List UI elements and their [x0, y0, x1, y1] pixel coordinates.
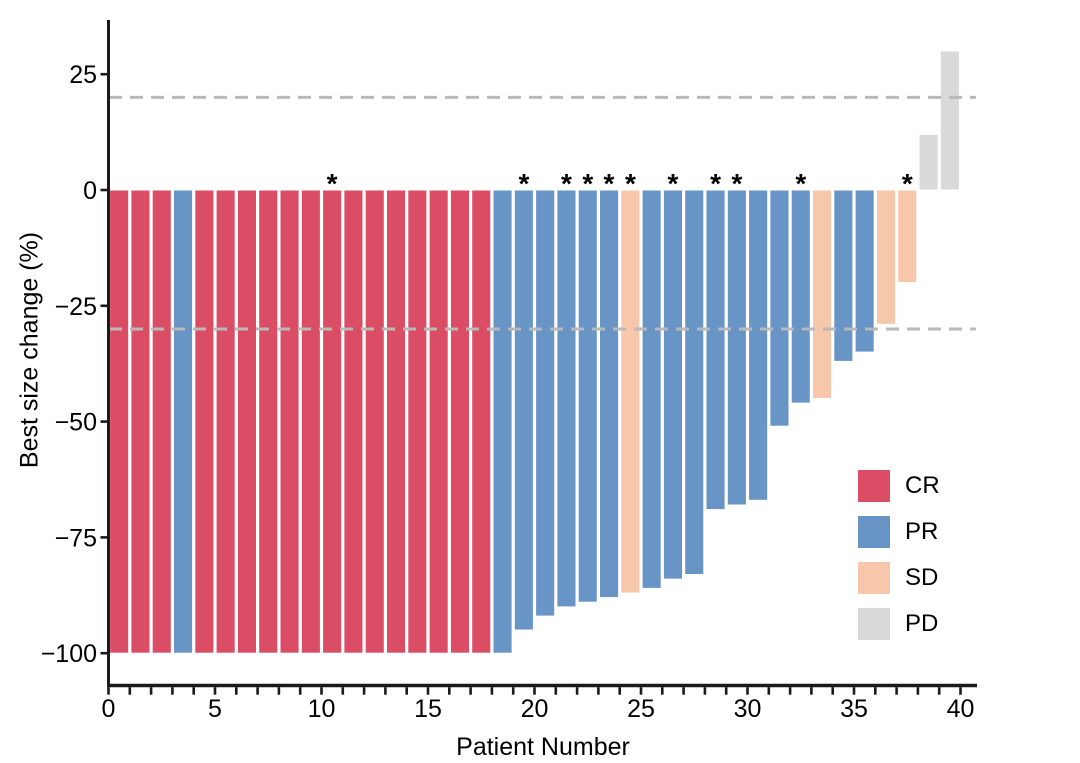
bar-patient-6 — [215, 189, 236, 654]
significance-asterisk: * — [518, 168, 529, 199]
significance-asterisk: * — [795, 168, 806, 199]
significance-asterisk: * — [902, 168, 913, 199]
legend-label-cr: CR — [905, 472, 940, 499]
bar-patient-3 — [151, 189, 172, 654]
bar-patient-27 — [662, 189, 684, 580]
legend: CR PR SD PD — [858, 470, 940, 654]
legend-row-pr: PR — [858, 516, 940, 548]
x-tick-label: 40 — [947, 695, 975, 723]
legend-swatch-pd — [858, 608, 890, 640]
significance-asterisk: * — [710, 168, 721, 199]
bar-patient-20 — [513, 189, 534, 631]
y-tick-label: 0 — [83, 177, 97, 205]
bar-patient-28 — [684, 189, 705, 575]
legend-row-sd: SD — [858, 562, 940, 594]
bar-patient-1 — [109, 189, 130, 654]
legend-row-pd: PD — [858, 608, 940, 640]
significance-asterisk: * — [604, 168, 615, 199]
bar-patient-34 — [812, 189, 833, 399]
bar-patient-15 — [407, 189, 428, 654]
legend-swatch-cr — [858, 470, 890, 502]
bar-patient-32 — [769, 189, 790, 427]
bar-patient-21 — [535, 189, 556, 617]
significance-asterisk: * — [327, 168, 338, 199]
bar-patient-4 — [173, 189, 194, 654]
y-tick-label: −25 — [55, 293, 97, 321]
significance-asterisk: * — [668, 168, 679, 199]
y-tick-label: −75 — [55, 524, 97, 552]
legend-swatch-sd — [858, 562, 890, 594]
y-tick-label: −50 — [55, 409, 97, 437]
legend-row-cr: CR — [858, 470, 940, 502]
x-tick-label: 0 — [102, 695, 116, 723]
x-axis-title: Patient Number — [456, 733, 630, 761]
significance-asterisk: * — [625, 168, 636, 199]
x-tick-label: 10 — [308, 695, 336, 723]
bar-patient-39 — [918, 133, 939, 191]
bar-patient-12 — [343, 189, 364, 654]
bar-patient-16 — [428, 189, 449, 654]
legend-label-pd: PD — [905, 610, 939, 637]
bar-patient-24 — [599, 189, 620, 599]
legend-swatch-pr — [858, 516, 890, 548]
x-tick-label: 5 — [208, 695, 222, 723]
bar-patient-22 — [556, 189, 577, 608]
significance-asterisk: * — [731, 168, 742, 199]
bar-patient-23 — [577, 189, 598, 603]
legend-label-sd: SD — [905, 564, 939, 591]
bar-patient-40 — [939, 50, 960, 191]
y-tick-label: −100 — [41, 640, 97, 668]
bar-patient-30 — [726, 189, 747, 506]
bar-patient-18 — [471, 189, 492, 654]
bar-patient-13 — [364, 189, 385, 654]
x-tick-label: 25 — [627, 695, 655, 723]
y-tick-label: 25 — [69, 61, 97, 89]
x-tick-label: 35 — [840, 695, 868, 723]
bar-patient-8 — [258, 189, 279, 654]
bar-patient-11 — [322, 189, 343, 654]
x-tick-label: 20 — [521, 695, 549, 723]
bar-patient-14 — [386, 189, 407, 654]
bar-patient-9 — [279, 189, 300, 654]
bar-patient-38 — [897, 189, 918, 284]
bar-patient-36 — [854, 189, 875, 353]
legend-label-pr: PR — [905, 518, 939, 545]
bar-patient-29 — [705, 189, 726, 511]
bar-patient-2 — [130, 189, 151, 654]
bar-patient-25 — [620, 189, 641, 594]
bar-patient-10 — [300, 189, 321, 654]
bar-patient-19 — [492, 189, 513, 654]
x-tick-label: 15 — [414, 695, 442, 723]
bar-patient-37 — [875, 189, 897, 325]
y-axis-title: Best size change (%) — [15, 231, 44, 469]
significance-asterisk: * — [561, 168, 572, 199]
bar-patient-35 — [833, 189, 854, 362]
significance-asterisk: * — [582, 168, 593, 199]
bar-patient-7 — [236, 189, 257, 654]
x-tick-label: 30 — [734, 695, 762, 723]
bar-patient-17 — [449, 189, 470, 654]
bar-patient-26 — [641, 189, 662, 589]
bar-patient-5 — [194, 189, 215, 654]
bar-patient-31 — [748, 189, 769, 501]
bar-patient-33 — [790, 189, 811, 404]
